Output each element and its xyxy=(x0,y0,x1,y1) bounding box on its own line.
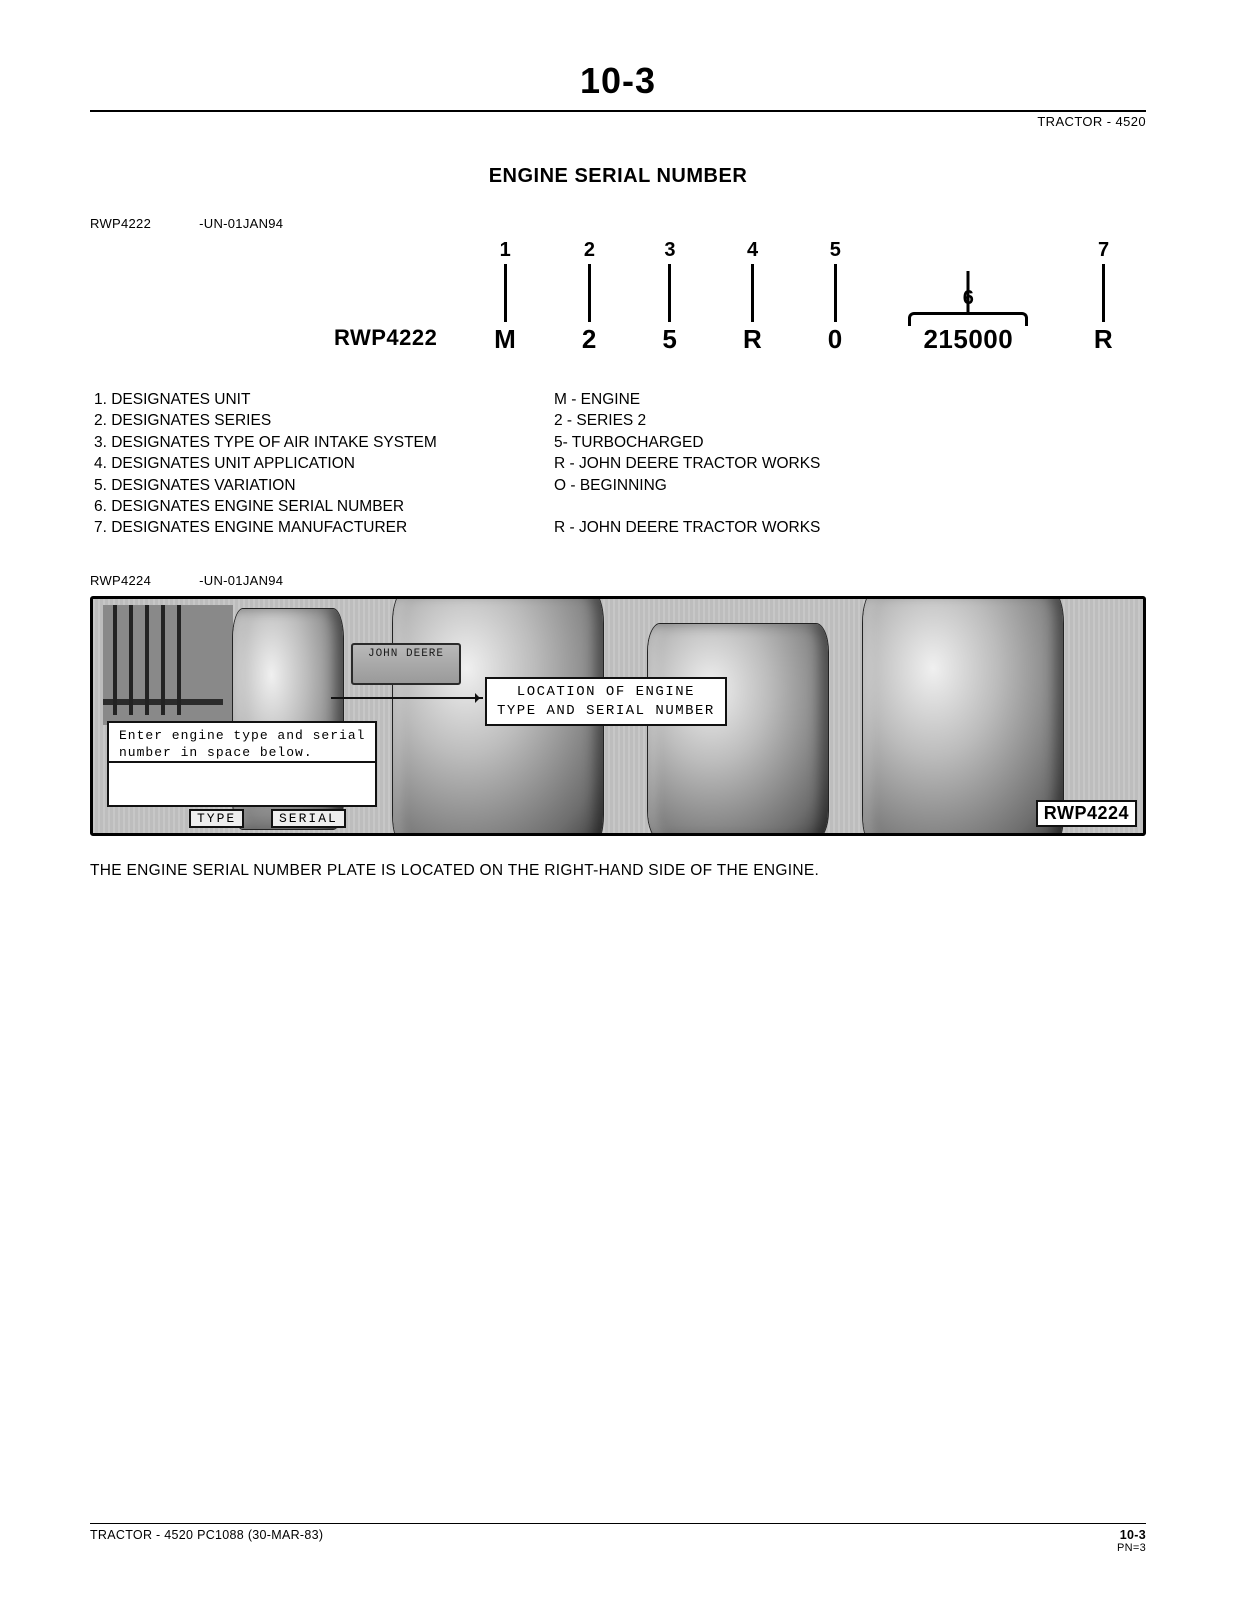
serial-column: 4R xyxy=(743,239,762,355)
serial-column: 7R xyxy=(1094,239,1113,355)
serial-column-index: 7 xyxy=(1098,239,1109,262)
serial-diagram: RWP4222 1M22354R5062150007R xyxy=(90,239,1146,355)
serial-diagram-label: RWP4222 xyxy=(334,325,437,355)
serial-column-value: R xyxy=(743,324,762,355)
figure-2-rev: -UN-01JAN94 xyxy=(199,573,283,588)
engine-photo: JOHN DEERE LOCATION OF ENGINE TYPE AND S… xyxy=(90,596,1146,836)
serial-column: 6215000 xyxy=(908,287,1028,355)
photo-corner-id: RWP4224 xyxy=(1036,800,1137,827)
footer-rule xyxy=(90,1523,1146,1524)
photo-arrow xyxy=(331,697,483,699)
photo-cylinder xyxy=(648,624,828,836)
photo-serial-label: SERIAL xyxy=(271,809,346,828)
top-rule xyxy=(90,110,1146,112)
page-number-top: 10-3 xyxy=(90,60,1146,102)
photo-cylinder xyxy=(863,596,1063,836)
definition-left-col: 1. DESIGNATES UNIT 2. DESIGNATES SERIES … xyxy=(94,389,514,539)
serial-column-value: 2 xyxy=(582,324,597,355)
serial-column-index: 5 xyxy=(830,239,841,262)
serial-tick xyxy=(1102,264,1105,322)
figure-2-meta: RWP4224 -UN-01JAN94 xyxy=(90,573,1146,588)
figure-2-id: RWP4224 xyxy=(90,573,151,588)
serial-column: 35 xyxy=(662,239,677,355)
definition-table: 1. DESIGNATES UNIT 2. DESIGNATES SERIES … xyxy=(90,389,1146,539)
definition-right-col: M - ENGINE 2 - SERIES 2 5- TURBOCHARGED … xyxy=(554,389,1146,539)
page-footer: TRACTOR - 4520 PC1088 (30-MAR-83) 10-3 P… xyxy=(90,1523,1146,1554)
serial-column-value: M xyxy=(494,324,516,355)
serial-column-index: 2 xyxy=(584,239,595,262)
footer-pn: PN=3 xyxy=(1117,1542,1146,1554)
serial-column: 1M xyxy=(494,239,516,355)
header-model: TRACTOR - 4520 xyxy=(90,114,1146,129)
serial-column-value: 5 xyxy=(662,324,677,355)
serial-column-value: R xyxy=(1094,324,1113,355)
serial-column-value: 0 xyxy=(828,324,843,355)
serial-tick xyxy=(588,264,591,322)
photo-entry-field xyxy=(107,761,377,807)
serial-tick xyxy=(504,264,507,322)
serial-column-index: 1 xyxy=(500,239,511,262)
serial-column: 22 xyxy=(582,239,597,355)
footer-left: TRACTOR - 4520 PC1088 (30-MAR-83) xyxy=(90,1528,323,1554)
footer-right: 10-3 PN=3 xyxy=(1117,1528,1146,1554)
serial-column: 50 xyxy=(828,239,843,355)
figure-1-rev: -UN-01JAN94 xyxy=(199,216,283,231)
footer-page-number: 10-3 xyxy=(1120,1528,1146,1542)
serial-tick xyxy=(834,264,837,322)
photo-pipes xyxy=(103,605,233,725)
serial-tick xyxy=(751,264,754,322)
serial-column-index: 3 xyxy=(664,239,675,262)
figure-1-meta: RWP4222 -UN-01JAN94 xyxy=(90,216,1146,231)
section-title: ENGINE SERIAL NUMBER xyxy=(90,165,1146,188)
figure-1-id: RWP4222 xyxy=(90,216,151,231)
photo-caption: THE ENGINE SERIAL NUMBER PLATE IS LOCATE… xyxy=(90,862,1146,880)
photo-brand-plate: JOHN DEERE xyxy=(351,643,461,685)
serial-tick xyxy=(668,264,671,322)
photo-type-label: TYPE xyxy=(189,809,244,828)
serial-column-value: 215000 xyxy=(923,324,1013,355)
serial-column-index: 4 xyxy=(747,239,758,262)
serial-brace xyxy=(908,312,1028,326)
photo-location-label: LOCATION OF ENGINE TYPE AND SERIAL NUMBE… xyxy=(485,677,727,727)
